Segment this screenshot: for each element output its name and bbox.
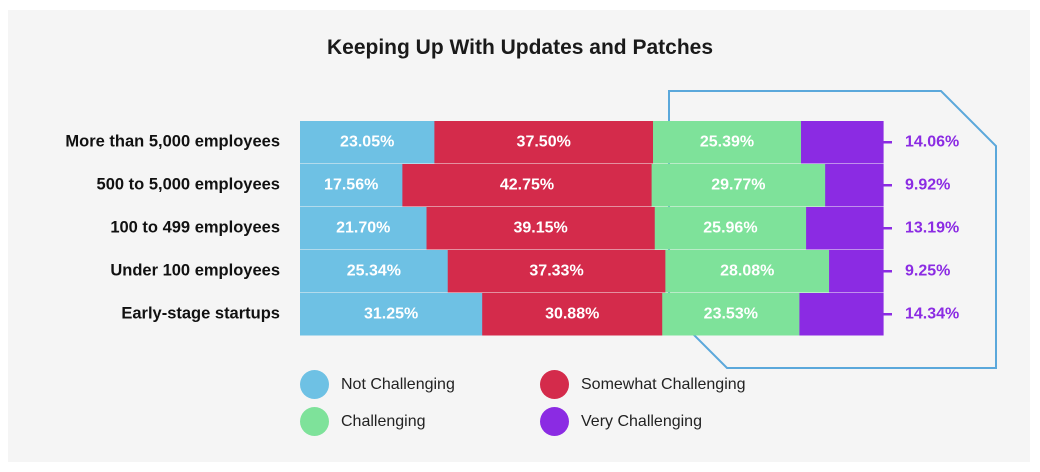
legend-item: Challenging bbox=[300, 407, 426, 436]
bar-segment bbox=[426, 207, 656, 250]
bar-segment bbox=[654, 207, 807, 250]
legend-label: Challenging bbox=[341, 412, 426, 430]
data-label: 37.50% bbox=[517, 133, 571, 150]
data-label: 42.75% bbox=[500, 176, 554, 193]
category-label: More than 5,000 employees bbox=[65, 133, 280, 151]
legend-item: Not Challenging bbox=[300, 370, 455, 399]
legend-swatch bbox=[300, 370, 329, 399]
data-label: 23.05% bbox=[340, 133, 394, 150]
data-label: 17.56% bbox=[324, 176, 378, 193]
bar-segment bbox=[799, 293, 884, 336]
data-label: 14.06% bbox=[905, 133, 959, 150]
legend-item: Very Challenging bbox=[540, 407, 702, 436]
legend-swatch bbox=[540, 407, 569, 436]
legend-swatch bbox=[300, 407, 329, 436]
bar-segment bbox=[651, 164, 826, 207]
category-label: 100 to 499 employees bbox=[110, 219, 280, 237]
data-label: 30.88% bbox=[545, 305, 599, 322]
data-label: 37.33% bbox=[529, 262, 583, 279]
bar-segment bbox=[662, 293, 800, 336]
bar-segment bbox=[829, 250, 884, 293]
data-label: 25.96% bbox=[703, 219, 757, 236]
data-label: 25.39% bbox=[700, 133, 754, 150]
bar-segment bbox=[300, 293, 483, 336]
bar-segment bbox=[806, 207, 884, 250]
data-label: 25.34% bbox=[347, 262, 401, 279]
data-label: 14.34% bbox=[905, 305, 959, 322]
bar-segment bbox=[801, 121, 884, 164]
bar-segment bbox=[300, 164, 403, 207]
data-label: 23.53% bbox=[704, 305, 758, 322]
data-label: 21.70% bbox=[336, 219, 390, 236]
data-label: 13.19% bbox=[905, 219, 959, 236]
chart-legend: Not Challenging Somewhat Challenging Chall… bbox=[300, 370, 820, 442]
data-label: 9.25% bbox=[905, 262, 950, 279]
category-label: Early-stage startups bbox=[121, 305, 280, 323]
legend-item: Somewhat Challenging bbox=[540, 370, 746, 399]
data-label: 9.92% bbox=[905, 176, 950, 193]
bar-segment bbox=[434, 121, 654, 164]
legend-label: Very Challenging bbox=[581, 412, 702, 430]
bar-segment bbox=[825, 164, 884, 207]
bar-segment bbox=[402, 164, 653, 207]
legend-swatch bbox=[540, 370, 569, 399]
data-label: 39.15% bbox=[514, 219, 568, 236]
legend-label: Somewhat Challenging bbox=[581, 375, 746, 393]
chart-title: Keeping Up With Updates and Patches bbox=[326, 36, 714, 59]
bar-segment bbox=[482, 293, 663, 336]
data-label: 29.77% bbox=[711, 176, 765, 193]
bar-segment bbox=[300, 121, 435, 164]
category-label: Under 100 employees bbox=[110, 262, 280, 280]
bar-segment bbox=[300, 207, 428, 250]
data-label: 28.08% bbox=[720, 262, 774, 279]
bar-segment bbox=[447, 250, 666, 293]
bar-segment bbox=[653, 121, 802, 164]
legend-label: Not Challenging bbox=[341, 375, 455, 393]
data-label: 31.25% bbox=[364, 305, 418, 322]
category-label: 500 to 5,000 employees bbox=[97, 176, 280, 194]
bar-segment bbox=[665, 250, 830, 293]
bar-segment bbox=[300, 250, 449, 293]
